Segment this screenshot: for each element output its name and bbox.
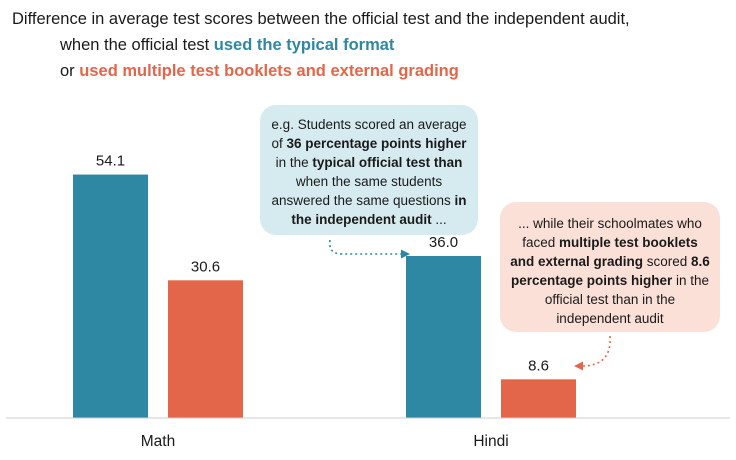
legend-multiple-booklets: used multiple test booklets and external… [79,62,459,80]
title-line-2-prefix: when the official test [60,36,214,54]
title-line-3: or used multiple test booklets and exter… [12,58,630,84]
red-arrow-head [574,361,583,371]
blue-arrow-connector [328,239,402,255]
annotation-typical-test: e.g. Students scored an average of 36 pe… [260,105,478,235]
legend-typical-format: used the typical format [213,36,395,54]
data-label-math-typical: 54.1 [96,153,125,170]
bar-math-typical [73,174,148,418]
data-label-hindi-multiple: 8.6 [528,357,549,374]
annotation-multiple-booklets: ... while their schoolmates who faced mu… [500,202,720,332]
red-arrow-connector [581,335,611,367]
category-label-math: Math [141,433,175,450]
category-label-hindi: Hindi [473,433,508,450]
bar-hindi-typical [406,256,481,418]
data-label-hindi-typical: 36.0 [429,234,458,251]
title-line-1: Difference in average test scores betwee… [12,10,630,28]
title-line-3-prefix: or [60,62,80,80]
data-label-math-multiple: 30.6 [191,258,220,275]
bar-math-multiple [168,280,243,418]
chart-title: Difference in average test scores betwee… [12,6,630,84]
bar-hindi-multiple [501,379,576,418]
blue-arrow-head [401,249,410,259]
title-line-2: when the official test used the typical … [12,32,630,58]
bars-group: 54.1 30.6 Math 36.0 8.6 Hindi [73,153,576,450]
